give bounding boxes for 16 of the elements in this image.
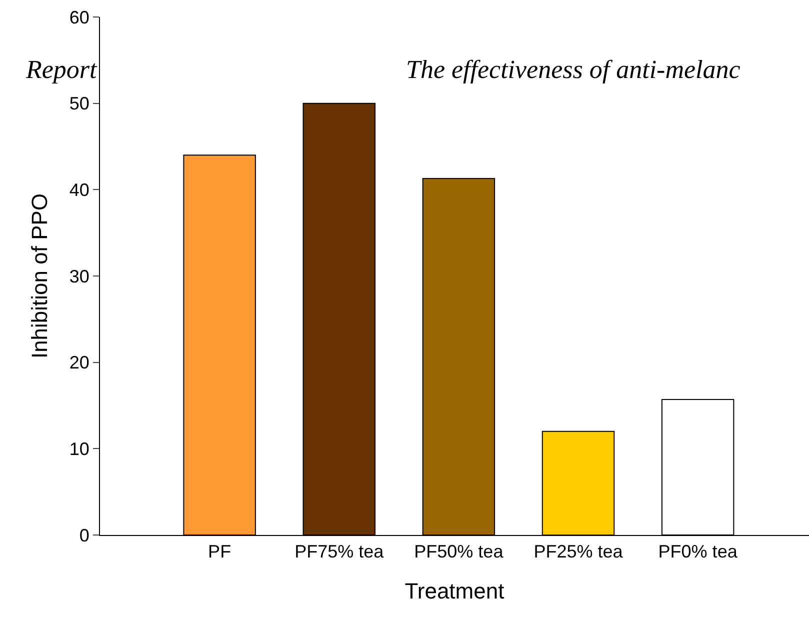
y-tick-label: 30 [69, 266, 90, 286]
y-tick-label: 40 [69, 180, 90, 200]
y-tick-label: 0 [79, 525, 90, 546]
x-tick-label: PF0% tea [658, 542, 738, 562]
annotation: The effectiveness of anti-melanc [406, 55, 741, 84]
x-tick-label: PF [208, 542, 232, 562]
x-axis-title: Treatment [404, 578, 504, 604]
y-tick-label: 50 [69, 94, 90, 114]
y-axis-title: Inhibition of PPO [27, 193, 52, 359]
x-tick-label: PF75% tea [294, 542, 385, 562]
x-tick-label: PF25% tea [534, 542, 624, 562]
y-tick-label: 20 [69, 352, 90, 373]
text: Report [25, 55, 98, 84]
y-tick-label: 60 [69, 7, 90, 28]
x-tick-label: PF50% tea [414, 542, 504, 562]
y-tick-label: 10 [69, 438, 90, 459]
